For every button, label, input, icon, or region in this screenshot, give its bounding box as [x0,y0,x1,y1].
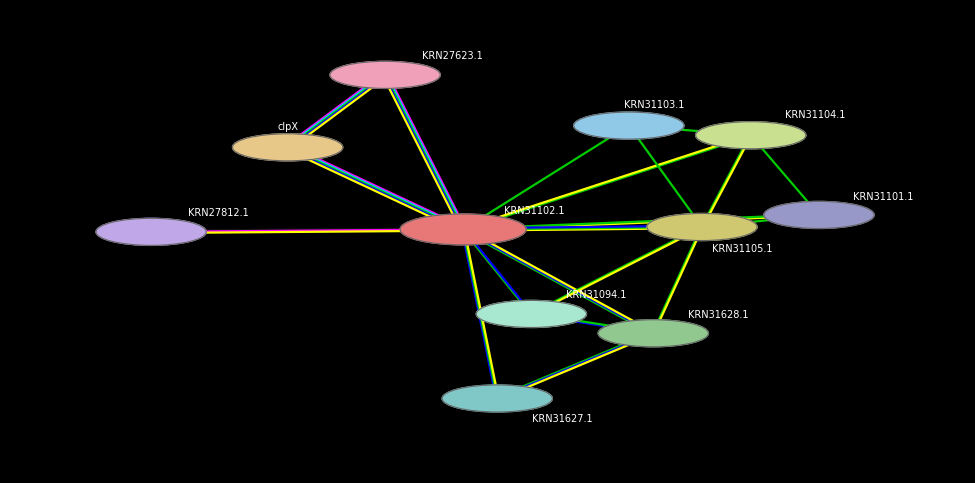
Ellipse shape [573,112,684,139]
Ellipse shape [763,201,875,228]
Ellipse shape [476,300,587,327]
Ellipse shape [442,385,553,412]
Text: KRN27623.1: KRN27623.1 [422,51,483,60]
Ellipse shape [695,122,806,149]
Ellipse shape [232,134,343,161]
Ellipse shape [400,214,526,245]
Text: KRN31104.1: KRN31104.1 [785,110,845,120]
Ellipse shape [330,61,441,88]
Text: KRN31627.1: KRN31627.1 [532,414,593,424]
Text: KRN27812.1: KRN27812.1 [188,209,249,218]
Text: KRN31628.1: KRN31628.1 [688,310,749,320]
Ellipse shape [96,218,207,245]
Text: KRN31105.1: KRN31105.1 [712,244,772,254]
Ellipse shape [598,320,709,347]
Text: KRN31103.1: KRN31103.1 [624,100,684,110]
Text: clpX: clpX [278,122,299,132]
Text: KRN31101.1: KRN31101.1 [853,192,914,201]
Text: KRN31094.1: KRN31094.1 [566,290,627,299]
Ellipse shape [646,213,758,241]
Text: KRN31102.1: KRN31102.1 [504,206,565,216]
